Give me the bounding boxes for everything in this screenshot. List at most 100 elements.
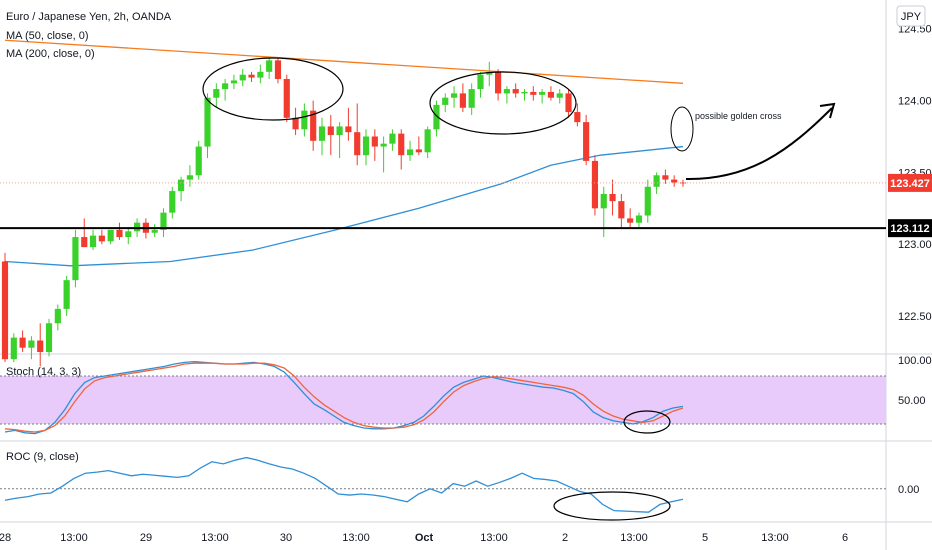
candle-body	[618, 201, 625, 219]
candle-body	[125, 231, 132, 238]
candle-body	[107, 229, 114, 242]
candle-body	[653, 175, 660, 187]
time-tick-label: 28	[0, 532, 11, 544]
candle-body	[495, 71, 502, 94]
time-tick-label: 13:00	[761, 532, 789, 544]
candle-body	[644, 186, 651, 216]
candle-body	[468, 89, 475, 108]
candle-body	[116, 229, 123, 238]
candle-body	[362, 136, 370, 156]
arrow-head	[819, 102, 836, 119]
candle-body	[239, 74, 246, 81]
time-tick-label: 13:00	[60, 532, 88, 544]
candle-body	[627, 218, 634, 223]
candle-body	[600, 193, 607, 209]
roc-line	[4, 456, 684, 513]
candle-body	[380, 143, 387, 147]
candle-body	[178, 179, 185, 192]
candle-body	[89, 235, 97, 248]
candle-body	[556, 93, 563, 98]
ma50-line	[4, 39, 684, 84]
candle-body	[222, 83, 229, 90]
candle-body	[345, 126, 352, 133]
candle-body	[28, 340, 35, 348]
stoch-tick-label: 50.00	[898, 395, 926, 407]
roc-annotation-ellipse	[553, 491, 671, 521]
candle-body	[662, 175, 669, 180]
annotation-ellipse	[202, 57, 344, 121]
candle-body	[318, 126, 326, 141]
candle-body	[72, 237, 79, 281]
candle-body	[336, 126, 343, 136]
candle-body	[169, 191, 176, 213]
level-price-value: 123.112	[890, 223, 929, 235]
candle-body	[442, 97, 449, 105]
candle-body	[274, 60, 282, 80]
candle-body	[512, 89, 519, 94]
candle-body	[266, 60, 273, 72]
candle-body	[530, 91, 537, 95]
annotation-ellipse	[429, 71, 577, 135]
candle-body	[477, 74, 484, 90]
candle-body	[213, 89, 220, 98]
candle-body	[574, 112, 581, 123]
last-price-value: 123.427	[890, 178, 930, 190]
price-tick-label: 124.000	[898, 96, 932, 108]
candle-body	[98, 235, 105, 242]
time-tick-label: 30	[280, 532, 292, 544]
candle-body	[45, 323, 53, 352]
ma200-line	[4, 145, 684, 267]
candle-body	[591, 160, 599, 209]
candle-body	[415, 149, 422, 153]
candle-body	[450, 93, 458, 98]
candle-body	[486, 71, 493, 75]
price-tick-label: 122.500	[898, 311, 932, 323]
candle-body	[406, 149, 414, 156]
ma200-legend: MA (200, close, 0)	[6, 48, 95, 60]
candle-body	[1, 261, 9, 360]
time-tick-label: 2	[562, 532, 568, 544]
candle-body	[195, 146, 202, 176]
candle-body	[671, 179, 678, 183]
candle-body	[186, 175, 193, 180]
level-price-tag	[888, 219, 932, 238]
currency-label: JPY	[901, 11, 922, 23]
candle-body	[10, 337, 17, 360]
candle-body	[160, 212, 167, 230]
currency-box	[896, 5, 926, 27]
candle-body	[565, 93, 572, 113]
price-tick-label: 124.500	[898, 24, 932, 36]
stoch-tick-label: 100.00	[898, 355, 932, 367]
candle-body	[301, 110, 308, 130]
price-tick-label: 123.000	[898, 239, 932, 251]
candle-body	[398, 133, 405, 156]
ma50-legend: MA (50, close, 0)	[6, 30, 89, 42]
annotation-text: possible golden cross	[695, 111, 782, 121]
time-tick-label: 13:00	[201, 532, 229, 544]
candle-body	[459, 93, 466, 108]
candle-body	[424, 129, 431, 153]
candle-body	[583, 122, 590, 161]
candle-body	[230, 80, 238, 84]
time-tick-label: 13:00	[342, 532, 370, 544]
roc-title: ROC (9, close)	[6, 451, 79, 463]
stoch-band	[0, 376, 886, 424]
roc-tick-label: 0.00	[898, 484, 919, 496]
stoch-title: Stoch (14, 3, 3)	[6, 366, 81, 378]
stoch-k-line	[4, 360, 684, 435]
time-tick-label: 5	[702, 532, 708, 544]
last-price-tag	[888, 173, 932, 192]
candle-body	[257, 71, 264, 78]
candle-body	[19, 337, 26, 348]
candle-body	[310, 110, 317, 141]
candle-body	[327, 126, 334, 136]
candle-body	[133, 222, 141, 232]
candle-body	[521, 91, 528, 94]
candle-body	[248, 74, 255, 78]
candle-body	[635, 215, 643, 223]
annotation-ellipse	[670, 106, 694, 152]
candle-body	[151, 229, 158, 233]
stoch-d-line	[4, 362, 684, 433]
